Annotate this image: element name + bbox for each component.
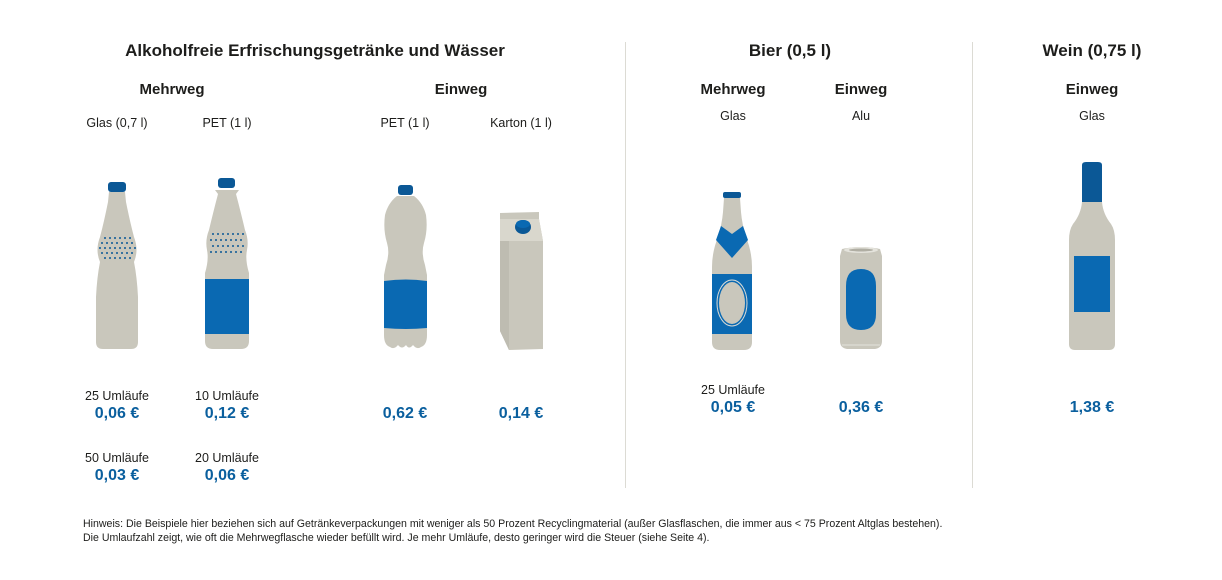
tax-price: 0,06 €	[94, 405, 140, 422]
pet-oneway-bottle-icon	[384, 185, 427, 349]
beer-bottle-icon	[712, 192, 752, 350]
section-title-softdrinks: Alkoholfreie Erfrischungsgetränke und Wä…	[125, 41, 505, 60]
section-divider	[972, 42, 973, 488]
pet-reusable-bottle-icon	[205, 178, 249, 349]
tax-price: 0,36 €	[838, 399, 884, 416]
tax-price: 0,12 €	[204, 405, 250, 422]
umlaeufe-label: 50 Umläufe	[85, 451, 149, 465]
tax-price: 0,03 €	[94, 467, 140, 484]
container-label: Karton (1 l)	[490, 116, 552, 130]
group-label-einweg: Einweg	[834, 81, 888, 98]
section-title-beer: Bier (0,5 l)	[748, 41, 832, 60]
umlaeufe-label: 25 Umläufe	[701, 383, 765, 397]
section-title-wine: Wein (0,75 l)	[1042, 41, 1142, 60]
footnote: Hinweis: Die Beispiele hier beziehen sic…	[83, 517, 942, 545]
umlaeufe-label: 10 Umläufe	[195, 389, 259, 403]
container-label: PET (1 l)	[202, 116, 252, 130]
container-label: Glas	[1079, 109, 1105, 123]
group-label-mehrweg: Mehrweg	[700, 81, 766, 98]
tax-price: 0,06 €	[204, 467, 250, 484]
group-label-einweg: Einweg	[434, 81, 488, 98]
umlaeufe-label: 20 Umläufe	[195, 451, 259, 465]
footnote-line-1: Hinweis: Die Beispiele hier beziehen sic…	[83, 518, 943, 530]
container-label: Alu	[851, 109, 871, 123]
tax-price: 0,14 €	[498, 405, 544, 422]
tax-price: 0,05 €	[710, 399, 756, 416]
glass-bottle-icon	[96, 182, 138, 349]
carton-icon	[500, 212, 543, 350]
tax-price: 1,38 €	[1069, 399, 1115, 416]
footnote-line-2: Die Umlaufzahl zeigt, wie oft die Mehrwe…	[83, 532, 710, 544]
group-label-mehrweg: Mehrweg	[139, 81, 205, 98]
section-divider	[625, 42, 626, 488]
wine-bottle-icon	[1069, 162, 1115, 350]
beer-can-icon	[840, 247, 882, 349]
umlaeufe-label: 25 Umläufe	[85, 389, 149, 403]
tax-price: 0,62 €	[382, 405, 428, 422]
container-label: PET (1 l)	[380, 116, 430, 130]
group-label-einweg: Einweg	[1065, 81, 1119, 98]
container-label: Glas (0,7 l)	[86, 116, 148, 130]
container-label: Glas	[720, 109, 746, 123]
